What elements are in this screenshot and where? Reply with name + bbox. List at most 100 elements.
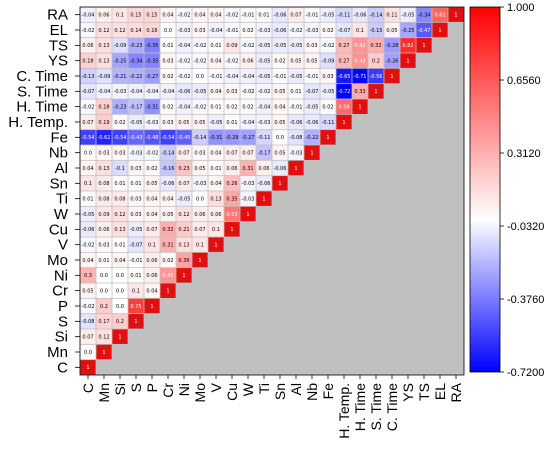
cell-value-Si-C: 0.07	[82, 334, 93, 340]
cell-value-V-Si: 0.01	[114, 242, 125, 248]
cell-value-C. Time-Mo: 0.0	[196, 74, 204, 80]
heatmap-cell-W-W	[240, 206, 256, 222]
heatmap-cell-RA-Nb	[304, 7, 320, 22]
cell-value-Nb-Mo: 0.03	[194, 150, 205, 156]
heatmap-cell-Ti-S	[128, 191, 144, 206]
heatmap-cell-YS-Si	[112, 53, 128, 68]
heatmap-cell-Mo-P	[144, 252, 160, 268]
col-label-H. Time: H. Time	[352, 383, 368, 431]
cell-value-C-C: 1	[86, 365, 89, 371]
col-label-Ti: Ti	[256, 383, 272, 394]
heatmap-cell-TS-Al	[288, 38, 304, 53]
cell-value-TS-H. Temp.: 0.27	[338, 43, 349, 49]
cell-value-RA-H. Time: -0.06	[354, 12, 367, 18]
cell-value-EL-W: 0.02	[242, 28, 253, 34]
row-label-S. Time: S. Time	[17, 83, 68, 100]
cell-value-Ti-S: 0.03	[130, 196, 141, 202]
cell-value-RA-W: -0.01	[242, 12, 255, 18]
heatmap-cell-Al-Mo	[192, 160, 208, 176]
heatmap-cell-RA-V	[208, 7, 224, 22]
cell-value-S. Time-C: -0.07	[82, 89, 95, 95]
cell-value-H. Temp.-Mo: 0.05	[194, 120, 205, 126]
heatmap-cell-EL-Mn	[96, 22, 112, 38]
cell-value-Cu-Cu: 1	[230, 227, 233, 233]
heatmap-cell-H. Temp.-C	[80, 114, 96, 130]
cell-value-EL-H. Time: 0.1	[356, 28, 364, 34]
cell-value-EL-Ni: -0.03	[178, 28, 191, 34]
cell-value-S. Time-H. Time: 0.33	[354, 89, 365, 95]
heatmap-cell-EL-S. Time	[368, 22, 384, 38]
heatmap-cell-Ni-C	[80, 268, 96, 283]
cell-value-TS-S. Time: 0.32	[370, 43, 381, 49]
cell-value-S. Time-W: -0.02	[242, 89, 255, 95]
cell-value-Fe-P: -0.48	[146, 135, 159, 141]
cell-value-YS-Nb: 0.05	[306, 58, 317, 64]
cell-value-Al-Cu: 0.06	[226, 166, 237, 172]
heatmap-cell-S. Time-Si	[112, 84, 128, 99]
heatmap-cell-S-Si	[112, 314, 128, 329]
cell-value-Al-S: 0.03	[130, 166, 141, 172]
cell-value-TS-Sn: -0.05	[274, 43, 287, 49]
heatmap-frame	[79, 6, 465, 376]
heatmap-cell-Sn-Mo	[192, 176, 208, 191]
heatmap-cell-Sn-S	[128, 176, 144, 191]
heatmap-cell-Cu-C	[80, 222, 96, 237]
cell-value-Fe-Nb: -0.22	[306, 135, 319, 141]
cell-value-S-Si: 0.2	[116, 319, 124, 325]
heatmap-cell-H. Temp.-H. Temp.	[336, 114, 352, 130]
cell-value-H. Temp.-Cr: 0.03	[162, 120, 173, 126]
cell-value-RA-RA: 1	[454, 12, 457, 18]
cell-value-Ti-Ti: 1	[262, 196, 265, 202]
cell-value-C. Time-C. Time: 1	[390, 74, 393, 80]
heatmap-cell-W-P	[144, 206, 160, 222]
heatmap-cell-C. Time-Al	[288, 68, 304, 84]
heatmap-cell-Fe-Mn	[96, 130, 112, 145]
heatmap-cell-EL-Si	[112, 22, 128, 38]
heatmap-cell-S. Time-Al	[288, 84, 304, 99]
heatmap-cell-Sn-Cr	[160, 176, 176, 191]
heatmap-cell-Fe-Sn	[272, 130, 288, 145]
colorbar-tick-label: 1.000	[507, 2, 535, 14]
cell-value-S. Time-Cr: -0.04	[162, 89, 175, 95]
heatmap-cell-H. Temp.-Mo	[192, 114, 208, 130]
heatmap-cell-EL-H. Time	[352, 22, 368, 38]
heatmap-cell-RA-Fe	[320, 7, 336, 22]
cell-value-W-V: 0.06	[210, 212, 221, 218]
cell-value-W-Mo: 0.06	[194, 212, 205, 218]
heatmap-cell-Al-Cu	[224, 160, 240, 176]
heatmap-cell-YS-Mo	[192, 53, 208, 68]
cell-value-RA-C: -0.04	[82, 12, 95, 18]
row-label-W: W	[54, 206, 69, 223]
cell-value-H. Time-Sn: 0.04	[274, 104, 285, 110]
cell-value-S. Time-Mo: -0.05	[194, 89, 207, 95]
cell-value-H. Temp.-Sn: 0.05	[274, 120, 285, 126]
heatmap-cell-W-Cu	[224, 206, 240, 222]
cell-value-S. Time-S. Time: 1	[374, 89, 377, 95]
cell-value-P-Mn: 0.2	[100, 304, 108, 310]
cell-value-Mo-S: -0.01	[130, 258, 143, 264]
cell-value-EL-S. Time: -0.15	[370, 28, 383, 34]
col-label-Sn: Sn	[272, 383, 288, 400]
heatmap-cell-TS-C	[80, 38, 96, 53]
heatmap-cell-Cu-Cr	[160, 222, 176, 237]
heatmap-cell-TS-Sn	[272, 38, 288, 53]
col-label-C: C	[80, 383, 96, 393]
heatmap-cell-Ni-Ni	[176, 268, 192, 283]
cell-value-YS-S: -0.34	[130, 58, 143, 64]
row-label-H. Temp.: H. Temp.	[8, 114, 68, 131]
cell-value-C. Time-Mn: -0.09	[98, 74, 111, 80]
cell-value-H. Time-Cu: 0.02	[226, 104, 237, 110]
heatmap-cell-Ti-Mn	[96, 191, 112, 206]
heatmap-cell-W-V	[208, 206, 224, 222]
cell-value-RA-Cu: -0.02	[226, 12, 239, 18]
cell-value-Fe-Sn: 0.0	[276, 135, 284, 141]
cell-value-Nb-P: -0.02	[146, 150, 159, 156]
cell-value-H. Time-C: -0.02	[82, 104, 95, 110]
cell-value-YS-Fe: -0.09	[322, 58, 335, 64]
cell-value-Sn-Sn: 1	[278, 181, 281, 187]
heatmap-cell-Ti-Si	[112, 191, 128, 206]
heatmap-cell-EL-Al	[288, 22, 304, 38]
heatmap-cell-W-Si	[112, 206, 128, 222]
col-label-S. Time: S. Time	[368, 383, 384, 431]
